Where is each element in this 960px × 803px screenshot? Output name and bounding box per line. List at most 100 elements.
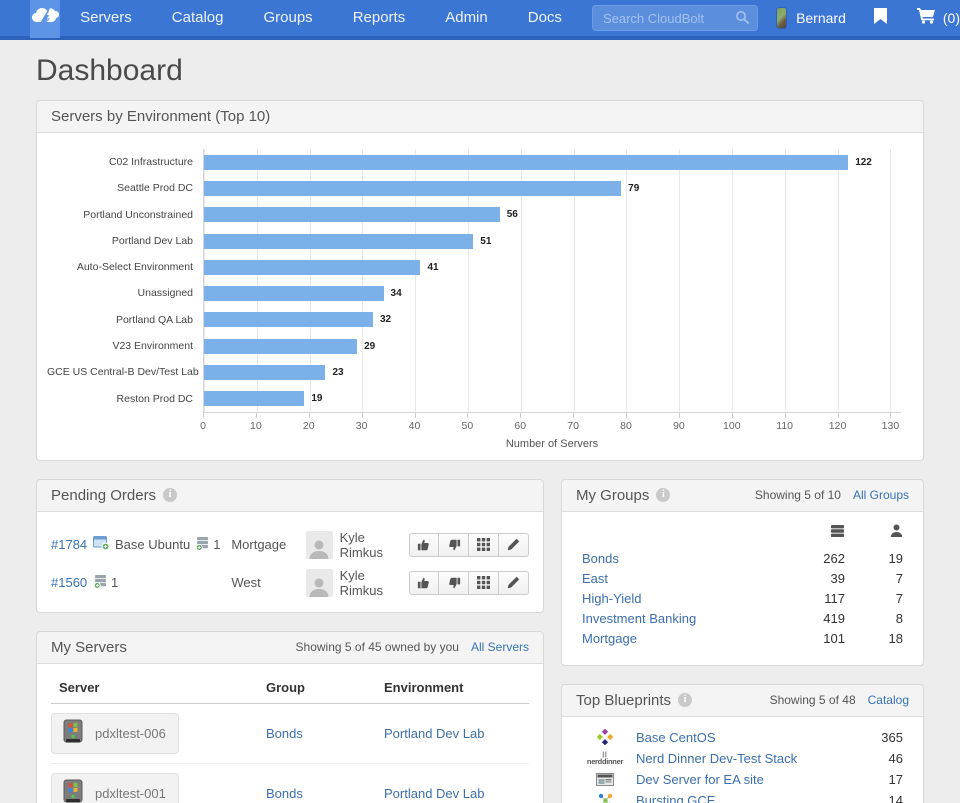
blueprint-row: Base CentOS 365 — [574, 727, 903, 748]
axis-tick-label: 20 — [302, 419, 315, 432]
avatar — [305, 568, 333, 597]
order-id-link[interactable]: #1784 — [51, 537, 88, 553]
axis-tick-label: 30 — [355, 419, 368, 432]
users-icon — [845, 522, 903, 549]
chart-gridline — [362, 149, 364, 412]
environment-link[interactable]: Portland Dev Lab — [384, 725, 485, 741]
group-link[interactable]: East — [582, 571, 609, 587]
catalog-link[interactable]: Catalog — [867, 693, 909, 708]
chart-bar-value-label: 41 — [427, 261, 439, 273]
info-icon[interactable]: i — [656, 488, 671, 503]
group-row: High-Yield 117 7 — [582, 589, 903, 609]
user-avatar[interactable] — [775, 7, 788, 29]
chart-bar-row: 34 — [204, 280, 901, 306]
group-link[interactable]: Bonds — [582, 551, 619, 567]
all-servers-link[interactable]: All Servers — [470, 640, 529, 655]
group-row: Investment Banking 419 8 — [582, 609, 903, 629]
environment-link[interactable]: Portland Dev Lab — [384, 785, 485, 801]
group-link[interactable]: Investment Banking — [582, 611, 697, 627]
group-link[interactable]: High-Yield — [582, 591, 642, 607]
server-chip[interactable]: pdxltest-001 — [51, 772, 179, 803]
search-icon[interactable] — [735, 10, 750, 30]
details-button[interactable] — [469, 532, 499, 557]
cloudbolt-logo[interactable] — [30, 0, 61, 38]
all-groups-link[interactable]: All Groups — [852, 488, 909, 503]
blueprint-order-count: 46 — [888, 750, 903, 766]
group-name-cell: High-Yield — [582, 589, 787, 609]
chart-category-label: Portland QA Lab — [115, 313, 193, 326]
axis-tick-label: 70 — [567, 419, 579, 432]
chart-bar[interactable] — [204, 154, 849, 170]
group-name-cell: Mortgage — [582, 629, 787, 649]
order-blueprint-cell: 1 — [93, 574, 231, 592]
chart-gridline — [573, 149, 575, 412]
group-user-count: 7 — [895, 591, 903, 607]
blueprint-link[interactable]: Nerd Dinner Dev-Test Stack — [636, 750, 798, 766]
chart-bar-row: 51 — [204, 228, 901, 254]
order-group: West — [231, 575, 261, 591]
search-input[interactable] — [591, 5, 758, 31]
server-group-cell: Bonds — [266, 703, 384, 764]
chart-bar[interactable] — [204, 233, 474, 249]
deny-button[interactable] — [439, 532, 469, 557]
axis-tick-label: 50 — [461, 419, 474, 432]
approve-button[interactable] — [409, 570, 439, 595]
axis-tick-mark — [520, 412, 522, 418]
top-blueprints-header: Top Blueprints i Showing 5 of 48 Catalog — [562, 684, 923, 717]
group-name-column — [582, 522, 787, 549]
chart-category-label: C02 Infrastructure — [108, 156, 193, 168]
chart-bar[interactable] — [204, 286, 384, 302]
edit-button[interactable] — [499, 532, 529, 557]
my-groups-showing: Showing 5 of 10 — [754, 488, 841, 503]
details-button[interactable] — [469, 570, 499, 595]
thumbs-down-icon — [448, 539, 460, 551]
group-name-cell: East — [582, 569, 787, 589]
chart-bar[interactable] — [204, 312, 373, 328]
my-groups-panel: My Groups i Showing 5 of 10 All Groups — [561, 478, 924, 666]
order-id-link[interactable]: #1560 — [51, 575, 88, 591]
chart-gridline — [837, 149, 839, 412]
chart-category-labels: C02 Infrastructure Seattle Prod DC Portlan… — [47, 149, 203, 412]
info-icon[interactable]: i — [678, 693, 693, 708]
group-link[interactable]: Bonds — [266, 725, 303, 741]
server-chip[interactable]: pdxltest-006 — [51, 712, 179, 754]
pending-orders-header: Pending Orders i — [37, 479, 543, 512]
nav-item-catalog[interactable]: Catalog — [171, 9, 224, 26]
axis-tick-mark — [731, 412, 733, 418]
bookmark-icon[interactable] — [873, 7, 887, 29]
blueprint-row: Bursting GCE 14 — [574, 790, 903, 803]
nav-item-docs[interactable]: Docs — [527, 9, 562, 26]
chart-bar[interactable] — [204, 365, 326, 381]
blueprint-link[interactable]: Dev Server for EA site — [636, 771, 764, 787]
centos-icon — [574, 729, 636, 746]
cart-button[interactable]: (0) — [916, 7, 960, 29]
chart-bar[interactable] — [204, 180, 622, 196]
nav-item-reports[interactable]: Reports — [352, 9, 406, 26]
chart-bar[interactable] — [204, 338, 358, 354]
nav-item-groups[interactable]: Groups — [263, 9, 313, 26]
chart-bar-row: 122 — [204, 149, 901, 175]
server-count-value: 1 — [111, 575, 119, 591]
my-groups-header: My Groups i Showing 5 of 10 All Groups — [562, 479, 923, 512]
nav-item-admin[interactable]: Admin — [445, 9, 488, 26]
blueprint-link[interactable]: Base CentOS — [636, 729, 716, 745]
edit-button[interactable] — [499, 570, 529, 595]
info-icon[interactable]: i — [163, 488, 178, 503]
axis-tick-mark — [414, 412, 416, 418]
axis-tick-label: 100 — [723, 419, 741, 432]
chart-bar[interactable] — [204, 259, 421, 275]
chart-bar[interactable] — [204, 207, 500, 223]
chart-bar-value-label: 51 — [480, 235, 492, 247]
chart-bar-row: 23 — [204, 359, 901, 385]
server-name: pdxltest-001 — [95, 785, 166, 801]
group-link[interactable]: Bonds — [266, 785, 303, 801]
group-link[interactable]: Mortgage — [582, 631, 637, 647]
top-blueprints-title: Top Blueprints — [576, 691, 672, 709]
blueprint-link[interactable]: Bursting GCE — [636, 792, 716, 803]
approve-button[interactable] — [409, 532, 439, 557]
deny-button[interactable] — [439, 570, 469, 595]
axis-tick-mark — [361, 412, 363, 418]
nav-item-servers[interactable]: Servers — [80, 9, 132, 26]
user-name[interactable]: Bernard — [796, 10, 846, 26]
chart-bar[interactable] — [204, 391, 305, 407]
